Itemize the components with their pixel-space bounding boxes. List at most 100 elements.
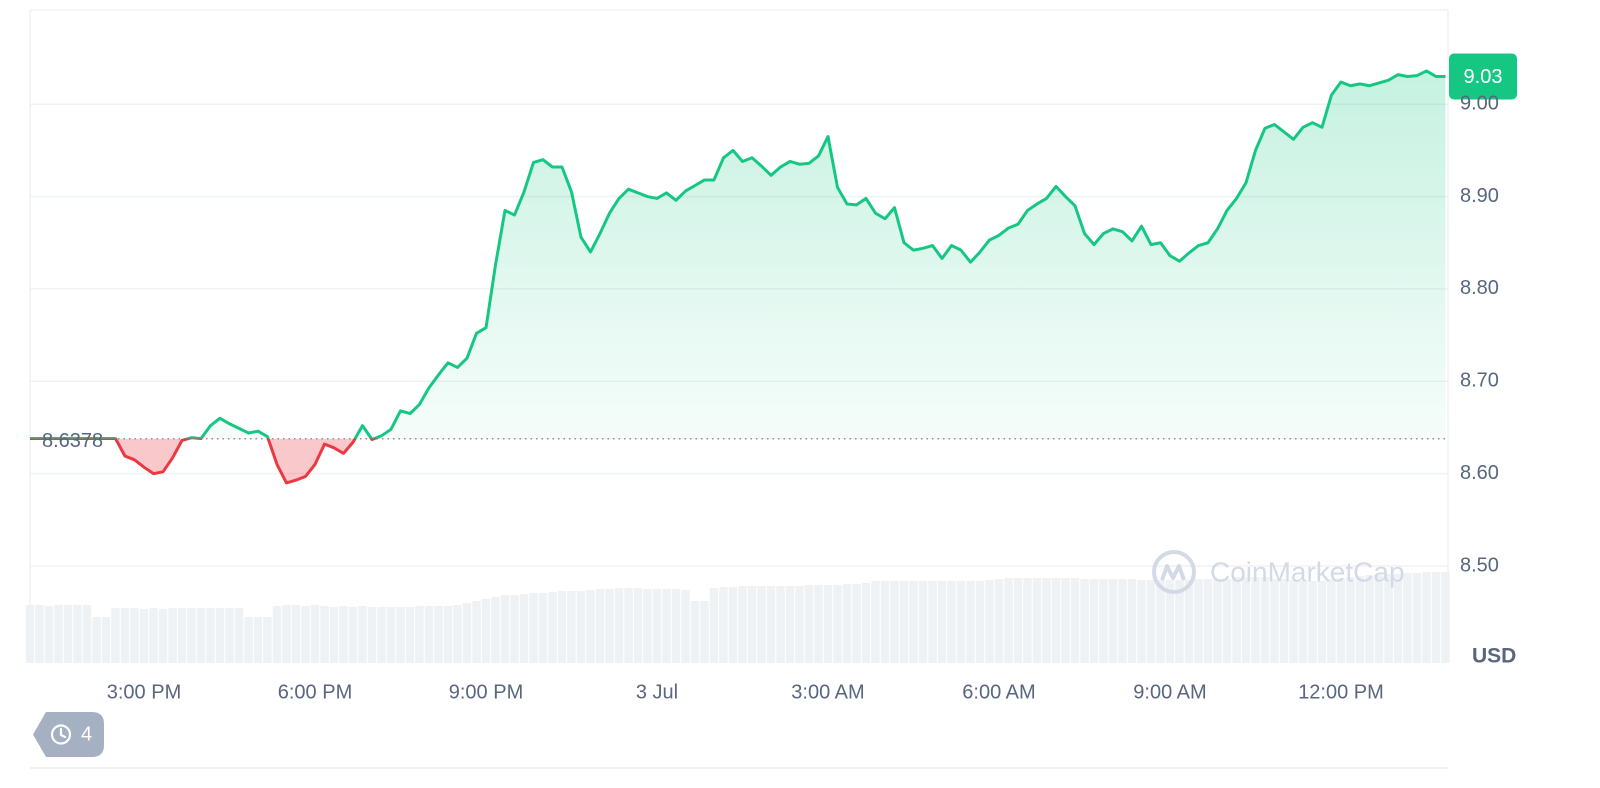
volume-bar: [899, 581, 909, 663]
volume-bar: [1317, 581, 1327, 663]
volume-bar: [1108, 579, 1118, 663]
volume-bar: [244, 617, 253, 663]
volume-bar: [310, 605, 320, 663]
volume-bar: [1080, 579, 1089, 663]
volume-bar: [947, 581, 956, 663]
volume-bar: [700, 601, 709, 663]
volume-bar: [139, 609, 149, 663]
volume-bar: [538, 593, 548, 663]
price-line: [30, 69, 1446, 485]
volume-bar: [1327, 579, 1336, 663]
volume-bar: [519, 594, 529, 663]
volume-bar: [1422, 572, 1431, 663]
volume-bar: [557, 591, 567, 663]
volume-bar: [358, 606, 367, 663]
volume-bar: [225, 608, 234, 663]
volume-bar: [1165, 580, 1175, 663]
volume-bar: [301, 606, 310, 663]
volume-bar: [149, 608, 158, 663]
volume-bar: [985, 580, 994, 663]
volume-bar: [282, 605, 291, 663]
volume-bar: [861, 583, 871, 663]
volume-bar: [842, 584, 852, 663]
volume-bar: [994, 579, 1004, 663]
volume-bar: [1118, 579, 1127, 663]
volume-bar: [567, 591, 576, 663]
volume-bar: [814, 585, 823, 663]
volume-bar: [386, 607, 396, 663]
volume-bar: [1355, 576, 1365, 663]
volume-bar: [776, 586, 785, 663]
volume-bar: [1203, 579, 1213, 663]
volume-bar: [652, 589, 662, 663]
volume-bar: [272, 606, 282, 663]
volume-bar: [833, 585, 842, 663]
volume-bar: [823, 585, 833, 663]
history-count[interactable]: 4: [81, 723, 92, 745]
volume-bar: [348, 607, 358, 663]
volume-bar: [1070, 578, 1080, 663]
volume-bar: [757, 586, 766, 663]
volume-bar: [234, 608, 244, 663]
watermark-logo-mark: [1160, 564, 1186, 581]
volume-bar: [462, 603, 472, 663]
volume-bar: [1298, 581, 1308, 663]
history-icon[interactable]: [50, 724, 72, 745]
volume-bar: [1346, 577, 1355, 663]
volume-bar: [804, 585, 814, 663]
y-tick-label: 8.80: [1460, 277, 1499, 299]
x-tick-label: 12:00 PM: [1298, 681, 1384, 703]
volume-bar: [424, 606, 434, 663]
volume-bar: [443, 606, 453, 663]
volume-bar: [215, 608, 225, 663]
volume-bar: [662, 589, 671, 663]
volume-bar: [367, 607, 377, 663]
volume-bar: [890, 581, 899, 663]
volume-bar: [956, 581, 966, 663]
volume-bar: [1004, 578, 1013, 663]
volume-bar: [1175, 580, 1184, 663]
volume-bar: [1270, 579, 1279, 663]
reference-label: 8.6378: [42, 430, 103, 452]
history-badge[interactable]: 4: [33, 712, 104, 757]
volume-bar: [92, 617, 101, 663]
volume-bar: [1289, 580, 1298, 663]
volume-bar: [196, 608, 206, 663]
volume-bar: [73, 605, 82, 663]
volume-bar: [1023, 578, 1032, 663]
volume-bar: [1241, 577, 1251, 663]
x-tick-label: 9:00 AM: [1133, 681, 1206, 703]
volume-bar: [130, 608, 139, 663]
volume-bar: [1194, 579, 1203, 663]
volume-bar: [548, 592, 557, 663]
volume-bar: [481, 599, 491, 663]
volume-bar: [168, 608, 177, 663]
history-icon-hands[interactable]: [59, 727, 67, 739]
volume-bar: [1089, 579, 1099, 663]
x-tick-label: 3 Jul: [636, 681, 678, 703]
series-layer: 8.6378 9.03: [30, 53, 1517, 485]
volume-bar: [1308, 581, 1317, 663]
volume-bar: [709, 588, 719, 663]
history-badge-shape[interactable]: [33, 712, 104, 757]
volume-bar: [1431, 572, 1441, 663]
volume-bar: [738, 586, 747, 663]
volume-bar: [576, 591, 586, 663]
volume-bar: [719, 587, 728, 663]
volume-bar: [54, 605, 63, 663]
volume-bar: [1232, 577, 1241, 663]
volume-bar: [434, 606, 443, 663]
volume-bar: [747, 586, 757, 663]
volume-bar: [472, 601, 481, 663]
volume-bar: [871, 581, 880, 663]
volume-bar: [937, 581, 947, 663]
x-tick-label: 6:00 AM: [962, 681, 1035, 703]
volume-bar: [1260, 577, 1270, 663]
volume-bar: [510, 595, 519, 663]
volume-bar: [500, 595, 510, 663]
volume-bar: [1146, 580, 1156, 663]
volume-bar: [1403, 573, 1412, 663]
volume-bar: [586, 590, 595, 663]
